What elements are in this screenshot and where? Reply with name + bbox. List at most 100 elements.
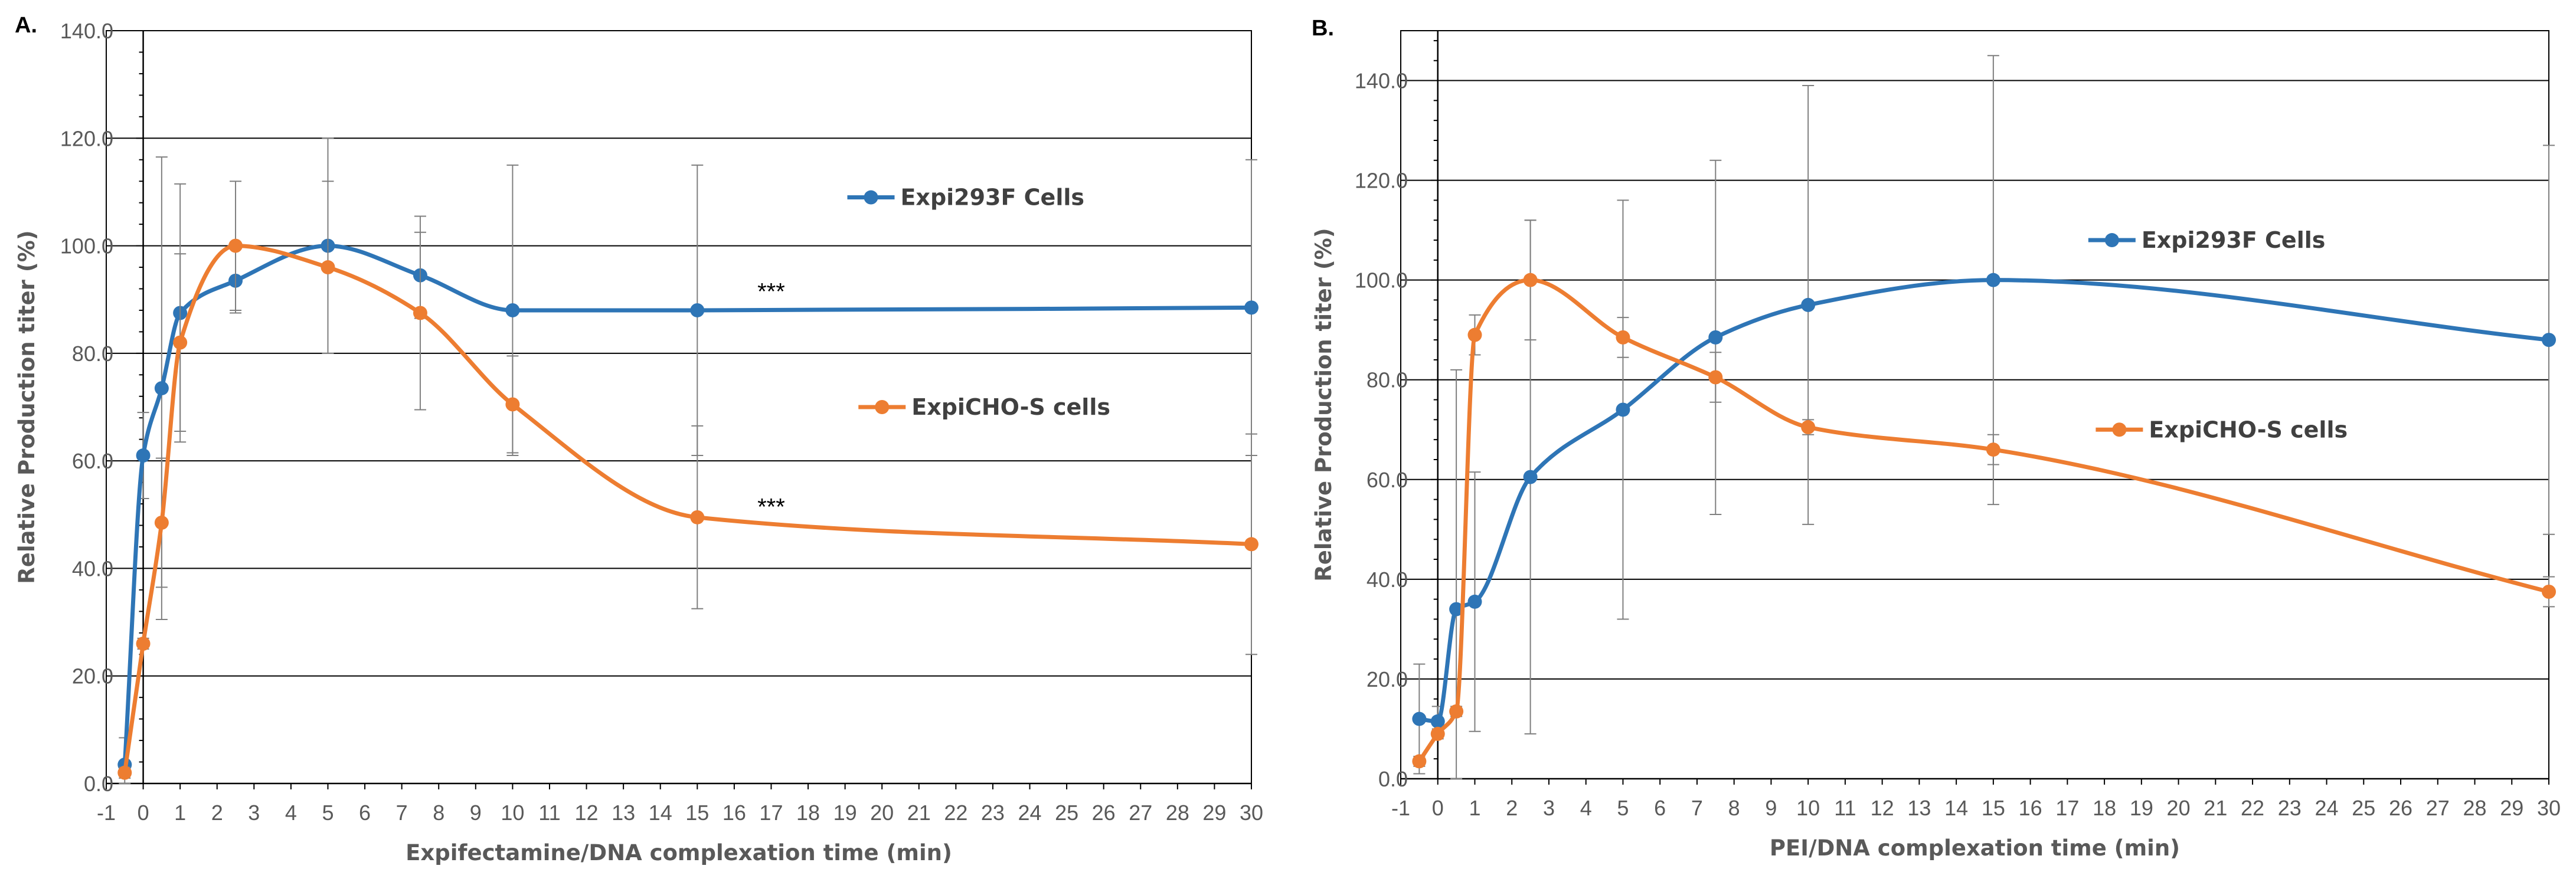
x-tick-label: 24 xyxy=(2315,796,2339,820)
x-tick-label: 3 xyxy=(248,801,260,825)
legend-entry-expi293f: Expi293F Cells xyxy=(847,185,1084,211)
x-tick-label: 23 xyxy=(981,801,1005,825)
x-tick-label: 2 xyxy=(1506,796,1518,820)
data-point xyxy=(1412,711,1427,726)
x-tick-label: 4 xyxy=(285,801,297,825)
x-tick-label: -1 xyxy=(97,801,116,825)
data-point xyxy=(173,335,188,350)
x-tick-label: 1 xyxy=(174,801,186,825)
x-tick-label: 26 xyxy=(1092,801,1116,825)
y-tick-label: 0.0 xyxy=(1378,767,1408,791)
x-tick-label: 13 xyxy=(1907,796,1931,820)
x-tick-label: 7 xyxy=(396,801,408,825)
x-tick-label: 5 xyxy=(1617,796,1629,820)
data-point xyxy=(1467,327,1482,342)
x-tick-label: 30 xyxy=(2537,796,2561,820)
x-tick-label: 19 xyxy=(2130,796,2153,820)
x-tick-label: 23 xyxy=(2278,796,2302,820)
x-tick-label: 8 xyxy=(433,801,444,825)
x-tick-label: 5 xyxy=(322,801,334,825)
x-tick-label: 1 xyxy=(1469,796,1480,820)
x-tick-label: 7 xyxy=(1691,796,1703,820)
legend-swatch-marker xyxy=(864,190,878,205)
x-tick-label: 28 xyxy=(1166,801,1189,825)
data-point xyxy=(321,260,335,275)
series-line xyxy=(1417,278,2551,724)
data-point xyxy=(1430,714,1445,729)
y-tick-label: 100.0 xyxy=(60,234,113,258)
data-point xyxy=(1449,602,1464,617)
legend-entry-expi293f: Expi293F Cells xyxy=(2088,227,2325,253)
x-axis-title: Expifectamine/DNA complexation time (min… xyxy=(406,840,952,865)
plot-frame xyxy=(1400,30,2549,779)
legend-entry-expicho-s: ExpiCHO-S cells xyxy=(858,394,1110,420)
x-tick-label: 8 xyxy=(1728,796,1740,820)
data-point xyxy=(136,637,151,651)
x-tick-label: 13 xyxy=(612,801,635,825)
series-line xyxy=(1417,278,2551,763)
y-tick-label: 120.0 xyxy=(1355,169,1408,193)
x-tick-label: 10 xyxy=(1796,796,1820,820)
x-tick-label: 4 xyxy=(1580,796,1592,820)
x-tick-label: 18 xyxy=(796,801,820,825)
data-point xyxy=(1449,704,1464,719)
data-point xyxy=(1244,300,1258,315)
x-tick-label: 10 xyxy=(501,801,524,825)
y-axis-title: Relative Production titer (%) xyxy=(14,230,40,583)
x-axis-title: PEI/DNA complexation time (min) xyxy=(1770,835,2180,861)
data-point xyxy=(2542,333,2556,347)
y-tick-label: 60.0 xyxy=(1367,468,1408,492)
x-tick-label: 20 xyxy=(870,801,894,825)
x-tick-label: 0 xyxy=(1432,796,1444,820)
x-tick-label: 2 xyxy=(211,801,223,825)
x-tick-label: 24 xyxy=(1018,801,1041,825)
y-tick-label: 60.0 xyxy=(72,449,113,473)
data-point xyxy=(505,397,520,412)
data-point xyxy=(1616,330,1630,345)
x-tick-label: -1 xyxy=(1391,796,1410,820)
y-tick-label: 20.0 xyxy=(1367,667,1408,691)
x-tick-label: 21 xyxy=(907,801,931,825)
x-tick-label: 30 xyxy=(1240,801,1263,825)
data-point xyxy=(2542,585,2556,599)
data-point xyxy=(154,515,169,530)
y-axis-title: Relative Production titer (%) xyxy=(1311,228,1336,581)
data-point xyxy=(1616,402,1630,417)
x-tick-label: 20 xyxy=(2167,796,2191,820)
x-tick-label: 22 xyxy=(944,801,967,825)
y-tick-label: 40.0 xyxy=(72,556,113,581)
significance-annotation: *** xyxy=(757,494,785,520)
x-tick-label: 28 xyxy=(2463,796,2486,820)
x-tick-label: 15 xyxy=(685,801,709,825)
data-point xyxy=(1801,297,1816,312)
x-tick-label: 29 xyxy=(2500,796,2523,820)
x-tick-label: 9 xyxy=(1765,796,1777,820)
legend-swatch-marker xyxy=(2112,422,2127,437)
data-point xyxy=(690,510,705,524)
x-tick-label: 27 xyxy=(2426,796,2450,820)
series-expi293f xyxy=(1412,55,2556,779)
legend-swatch-marker xyxy=(875,400,890,414)
y-tick-label: 140.0 xyxy=(60,19,113,43)
x-tick-label: 14 xyxy=(649,801,672,825)
x-tick-label: 26 xyxy=(2389,796,2412,820)
data-point xyxy=(1244,537,1258,552)
panel-label: B. xyxy=(1312,16,1334,41)
x-tick-label: 3 xyxy=(1543,796,1555,820)
series-line xyxy=(122,244,1254,775)
x-tick-label: 18 xyxy=(2093,796,2116,820)
x-tick-label: 16 xyxy=(723,801,746,825)
x-tick-label: 27 xyxy=(1129,801,1152,825)
y-tick-label: 40.0 xyxy=(1367,568,1408,592)
data-point xyxy=(1467,594,1482,609)
x-tick-label: 16 xyxy=(2019,796,2042,820)
y-tick-label: 140.0 xyxy=(1355,69,1408,93)
legend-label: Expi293F Cells xyxy=(900,185,1084,211)
x-tick-label: 25 xyxy=(1055,801,1078,825)
x-tick-label: 12 xyxy=(1871,796,1894,820)
x-tick-label: 11 xyxy=(538,801,560,825)
x-tick-label: 6 xyxy=(1654,796,1666,820)
